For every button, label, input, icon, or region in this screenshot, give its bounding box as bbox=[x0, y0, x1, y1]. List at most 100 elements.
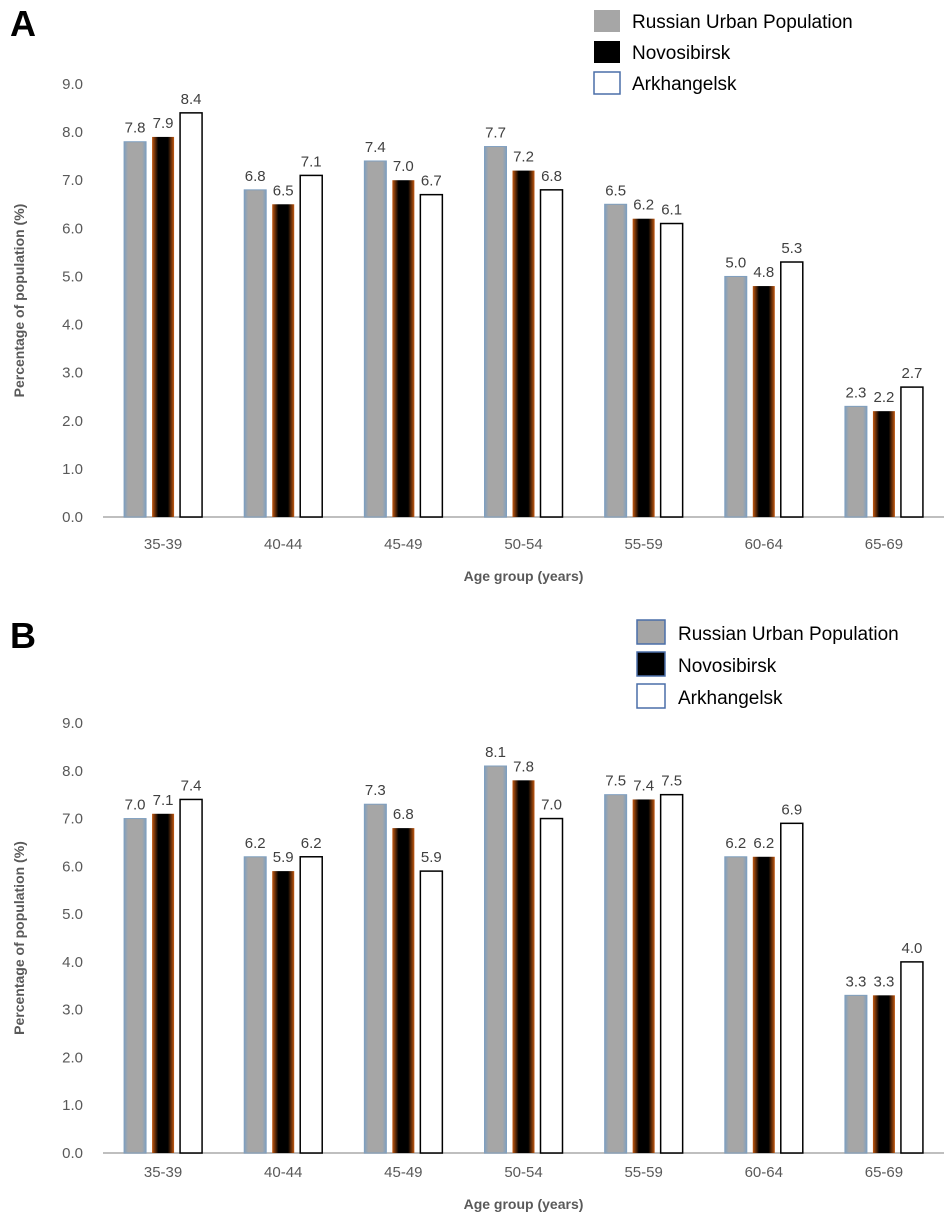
legend-swatch bbox=[594, 10, 620, 32]
x-tick-label: 45-49 bbox=[384, 536, 422, 553]
bar bbox=[724, 275, 748, 518]
data-label: 8.4 bbox=[181, 91, 202, 108]
bar bbox=[512, 780, 535, 1153]
y-tick-label: 4.0 bbox=[62, 317, 83, 334]
legend-swatch bbox=[636, 619, 666, 645]
bar bbox=[392, 828, 415, 1153]
bar bbox=[844, 994, 868, 1154]
data-label: 6.2 bbox=[753, 835, 774, 852]
data-label: 6.5 bbox=[605, 182, 626, 199]
data-label: 7.8 bbox=[513, 758, 534, 775]
data-label: 7.0 bbox=[125, 797, 146, 814]
y-tick-label: 3.0 bbox=[62, 365, 83, 382]
bar bbox=[419, 870, 444, 1154]
data-label: 5.0 bbox=[725, 254, 746, 271]
y-tick-label: 3.0 bbox=[62, 1002, 83, 1019]
data-label: 6.2 bbox=[301, 835, 322, 852]
x-tick-label: 45-49 bbox=[384, 1164, 422, 1181]
x-tick-label: 35-39 bbox=[144, 1164, 182, 1181]
bar bbox=[780, 822, 804, 1154]
data-label: 3.3 bbox=[845, 973, 866, 990]
y-tick-label: 0.0 bbox=[62, 1145, 83, 1162]
x-tick-label: 65-69 bbox=[865, 536, 903, 553]
data-label: 6.8 bbox=[245, 168, 266, 185]
x-tick-label: 60-64 bbox=[745, 1164, 783, 1181]
data-label: 6.1 bbox=[661, 202, 682, 219]
data-label: 6.7 bbox=[421, 173, 442, 190]
y-axis-title: Percentage of population (%) bbox=[11, 841, 27, 1035]
bar bbox=[632, 218, 655, 517]
y-tick-label: 1.0 bbox=[62, 461, 83, 478]
y-tick-label: 9.0 bbox=[62, 76, 83, 93]
legend-swatch bbox=[636, 683, 666, 709]
panel-a: A 0.0 1.0 2.0 3.0 4.0 5.0 6.0 7.0 8.0 9.0 7.8 7.9 8.… bbox=[0, 0, 946, 600]
data-label: 6.2 bbox=[725, 835, 746, 852]
data-label: 6.8 bbox=[541, 168, 562, 185]
bar bbox=[179, 112, 203, 518]
y-axis-title: Percentage of population (%) bbox=[11, 204, 27, 398]
y-tick-label: 5.0 bbox=[62, 268, 83, 285]
data-label: 6.2 bbox=[245, 835, 266, 852]
panel-b: B 0.0 1.0 2.0 3.0 4.0 5.0 6.0 7.0 8.0 9.0 7.0 7.1 7.… bbox=[0, 610, 946, 1222]
legend-label: Novosibirsk bbox=[632, 43, 731, 64]
legend-label: Arkhangelsk bbox=[678, 688, 783, 709]
x-tick-label: 40-44 bbox=[264, 1164, 302, 1181]
data-label: 4.0 bbox=[901, 940, 922, 957]
legend-label: Novosibirsk bbox=[678, 656, 777, 677]
y-tick-label: 2.0 bbox=[62, 413, 83, 430]
y-tick-label: 2.0 bbox=[62, 1049, 83, 1066]
data-label: 7.4 bbox=[181, 777, 202, 794]
x-tick-label: 55-59 bbox=[624, 536, 662, 553]
x-axis-title: Age group (years) bbox=[464, 568, 584, 584]
data-label: 5.9 bbox=[273, 849, 294, 866]
x-tick-label: 55-59 bbox=[624, 1164, 662, 1181]
bar bbox=[900, 386, 924, 518]
bar bbox=[604, 203, 628, 518]
data-label: 7.4 bbox=[365, 139, 386, 156]
y-tick-label: 8.0 bbox=[62, 124, 83, 141]
bar bbox=[659, 793, 684, 1154]
bar bbox=[724, 856, 748, 1154]
bar bbox=[363, 803, 387, 1154]
y-tick-label: 4.0 bbox=[62, 954, 83, 971]
bar bbox=[299, 856, 323, 1154]
legend-swatch bbox=[593, 71, 621, 95]
data-label: 7.5 bbox=[605, 773, 626, 790]
bar bbox=[659, 222, 684, 518]
data-label: 2.2 bbox=[873, 389, 894, 406]
bar bbox=[539, 817, 564, 1154]
data-label: 7.4 bbox=[633, 777, 654, 794]
legend-swatch bbox=[636, 651, 666, 677]
y-tick-label: 6.0 bbox=[62, 858, 83, 875]
bar bbox=[299, 174, 323, 518]
data-label: 7.1 bbox=[301, 153, 322, 170]
bar bbox=[419, 193, 444, 518]
data-label: 7.3 bbox=[365, 782, 386, 799]
bar bbox=[243, 189, 267, 518]
bar bbox=[363, 160, 387, 518]
data-label: 5.9 bbox=[421, 849, 442, 866]
data-label: 6.9 bbox=[781, 801, 802, 818]
legend-swatch bbox=[594, 41, 620, 63]
bar bbox=[632, 799, 655, 1153]
bar bbox=[844, 405, 868, 518]
bar-chart-b: 0.0 1.0 2.0 3.0 4.0 5.0 6.0 7.0 8.0 9.0 7.0 7.1 7.4 3… bbox=[11, 619, 944, 1212]
bar bbox=[872, 995, 895, 1153]
bar-chart-a: 0.0 1.0 2.0 3.0 4.0 5.0 6.0 7.0 8.0 9.0 7.8 7.9 8.4 3… bbox=[11, 10, 944, 584]
legend-label: Russian Urban Population bbox=[678, 624, 899, 645]
x-tick-label: 50-54 bbox=[504, 536, 542, 553]
y-tick-label: 9.0 bbox=[62, 715, 83, 732]
legend-label: Russian Urban Population bbox=[632, 12, 853, 33]
bar bbox=[604, 794, 628, 1154]
bar bbox=[872, 411, 895, 517]
data-label: 5.3 bbox=[781, 240, 802, 257]
bar bbox=[152, 136, 175, 517]
y-tick-label: 5.0 bbox=[62, 906, 83, 923]
data-label: 7.5 bbox=[661, 773, 682, 790]
bar bbox=[272, 204, 295, 517]
y-tick-label: 7.0 bbox=[62, 811, 83, 828]
x-tick-label: 50-54 bbox=[504, 1164, 542, 1181]
bar bbox=[243, 856, 267, 1154]
bar bbox=[512, 170, 535, 517]
x-tick-label: 65-69 bbox=[865, 1164, 903, 1181]
